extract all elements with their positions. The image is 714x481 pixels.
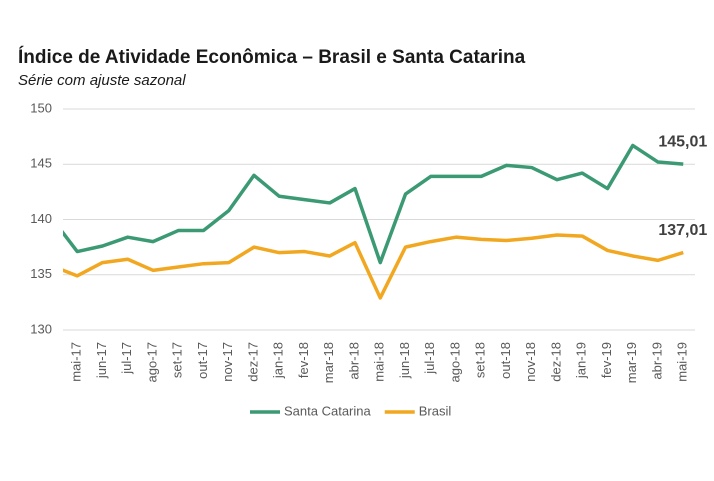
grid bbox=[63, 108, 695, 331]
chart-title: Índice de Atividade Econômica – Brasil e… bbox=[18, 46, 526, 68]
plot-area bbox=[63, 143, 684, 300]
x-tick-label: dez-17 bbox=[245, 342, 260, 382]
x-tick-label: jan-19 bbox=[574, 342, 589, 379]
x-tick-label: ago-17 bbox=[144, 342, 159, 382]
x-tick-label: mar-19 bbox=[624, 342, 639, 383]
x-tick-label: fev-18 bbox=[296, 342, 311, 378]
x-tick-label: jan-18 bbox=[271, 342, 286, 379]
x-tick-label: jul-18 bbox=[422, 342, 437, 375]
data-label: 137,01 bbox=[658, 222, 707, 239]
x-tick-label: jun-17 bbox=[94, 342, 109, 379]
y-tick-label: 145 bbox=[30, 156, 52, 171]
x-tick-label: out-17 bbox=[195, 342, 210, 379]
x-tick-label: jul-17 bbox=[119, 342, 134, 375]
x-tick-label: jun-18 bbox=[397, 342, 412, 379]
y-tick-label: 130 bbox=[30, 321, 52, 336]
series-line bbox=[63, 233, 684, 300]
x-tick-label: nov-17 bbox=[220, 342, 235, 382]
y-tick-label: 135 bbox=[30, 266, 52, 281]
y-tick-label: 150 bbox=[30, 100, 52, 115]
data-label: 145,01 bbox=[658, 133, 707, 150]
x-tick-label: set-17 bbox=[170, 342, 185, 378]
x-tick-label: abr-18 bbox=[346, 342, 361, 380]
x-tick-label: mai-19 bbox=[675, 342, 690, 382]
x-tick-label: mar-18 bbox=[321, 342, 336, 383]
x-tick-label: nov-18 bbox=[523, 342, 538, 382]
x-tick-label: out-18 bbox=[498, 342, 513, 379]
legend-label: Santa Catarina bbox=[284, 403, 371, 418]
x-tick-label: set-18 bbox=[473, 342, 488, 378]
series-line bbox=[63, 143, 684, 265]
x-tick-label: abr-19 bbox=[649, 342, 664, 380]
legend-label: Brasil bbox=[419, 403, 452, 418]
x-tick-label: mai-17 bbox=[69, 342, 84, 382]
x-tick-label: dez-18 bbox=[548, 342, 563, 382]
x-tick-label: ago-18 bbox=[447, 342, 462, 382]
x-tick-label: mai-18 bbox=[372, 342, 387, 382]
x-tick-label: fev-19 bbox=[599, 342, 614, 378]
chart-subtitle: Série com ajuste sazonal bbox=[18, 72, 186, 89]
y-tick-label: 140 bbox=[30, 211, 52, 226]
